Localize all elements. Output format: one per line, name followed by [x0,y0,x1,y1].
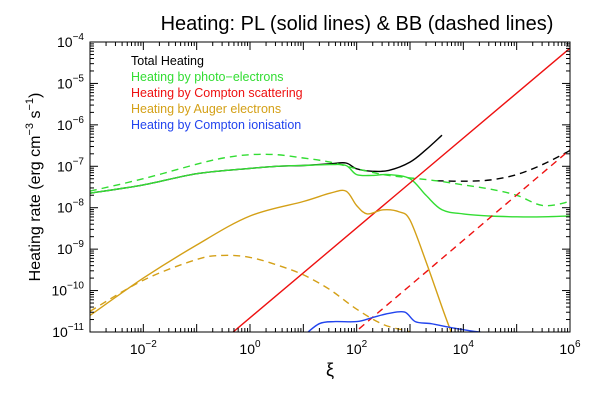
legend-entry: Heating by Compton scattering [131,86,303,100]
series-line-7 [90,254,412,332]
x-tick-label: 100 [239,339,261,357]
x-tick-label: 106 [559,339,581,357]
x-axis: 10−2 100 102 104 106 [89,42,581,357]
chart-title: Heating: PL (solid lines) & BB (dashed l… [161,13,554,35]
legend-entry: Heating by photo−electrons [131,70,284,84]
x-axis-label: ξ [326,360,334,380]
legend: Total Heating Heating by photo−electrons H… [131,54,303,132]
series-line-6 [90,189,452,332]
x-tick-label: 102 [346,339,368,357]
x-tick-label: 104 [453,339,475,357]
y-axis: 10−4 10−5 10−6 10−7 10−8 10−9 10−10 10−11 [51,32,570,340]
y-axis-label-mid: s [27,111,44,123]
y-axis-label-end: ) [27,93,44,98]
legend-entry: Heating by Compton ionisation [131,118,301,132]
series-layer [90,47,570,332]
y-axis-label-main: Heating rate (erg cm [27,136,44,282]
y-tick-label: 10−5 [57,73,84,91]
series-line-1 [436,149,570,182]
y-axis-label: Heating rate (erg cm−3 s−1) [24,93,44,282]
series-line-5 [354,149,570,332]
y-tick-label: 10−8 [57,198,84,216]
x-tick-label: 10−2 [130,339,157,357]
series-line-3 [90,153,570,207]
plot-frame [89,41,571,333]
series-line-2 [90,163,570,218]
legend-entry: Total Heating [131,54,204,68]
y-tick-label: 10−11 [52,322,84,340]
series-line-4 [232,47,570,332]
y-tick-label: 10−4 [57,32,84,50]
legend-entry: Heating by Auger electrons [131,102,281,116]
y-tick-label: 10−9 [57,239,84,257]
y-tick-label: 10−7 [57,156,84,174]
y-axis-label-exp1: −3 [24,123,36,136]
y-axis-label-exp2: −1 [24,98,36,111]
y-tick-label: 10−10 [51,281,84,299]
y-tick-label: 10−6 [57,115,84,133]
